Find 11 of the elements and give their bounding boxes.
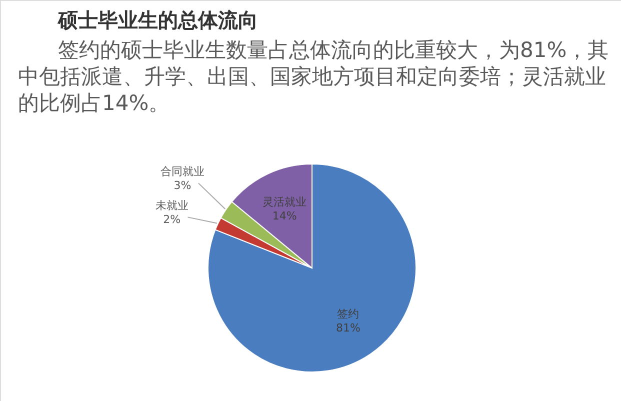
pie-slice xyxy=(208,164,416,372)
slice-label: 灵活就业 xyxy=(262,196,307,209)
chart-subtitle: 签约的硕士毕业生数量占总体流向的比重较大，为81%，其中包括派遣、升学、出国、国家地方项目和定向委培；灵活就业的比例占14%。 xyxy=(18,38,609,115)
data-label: 2% xyxy=(163,213,181,226)
data-label: 3% xyxy=(174,179,192,192)
chart-title: 硕士毕业生的总体流向 xyxy=(57,8,258,32)
slice-label: 合同就业 xyxy=(160,165,204,178)
slice-label: 未就业 xyxy=(155,199,188,212)
data-label: 14% xyxy=(272,210,297,223)
slice-label: 签约 xyxy=(337,307,360,320)
data-label: 81% xyxy=(336,321,360,334)
